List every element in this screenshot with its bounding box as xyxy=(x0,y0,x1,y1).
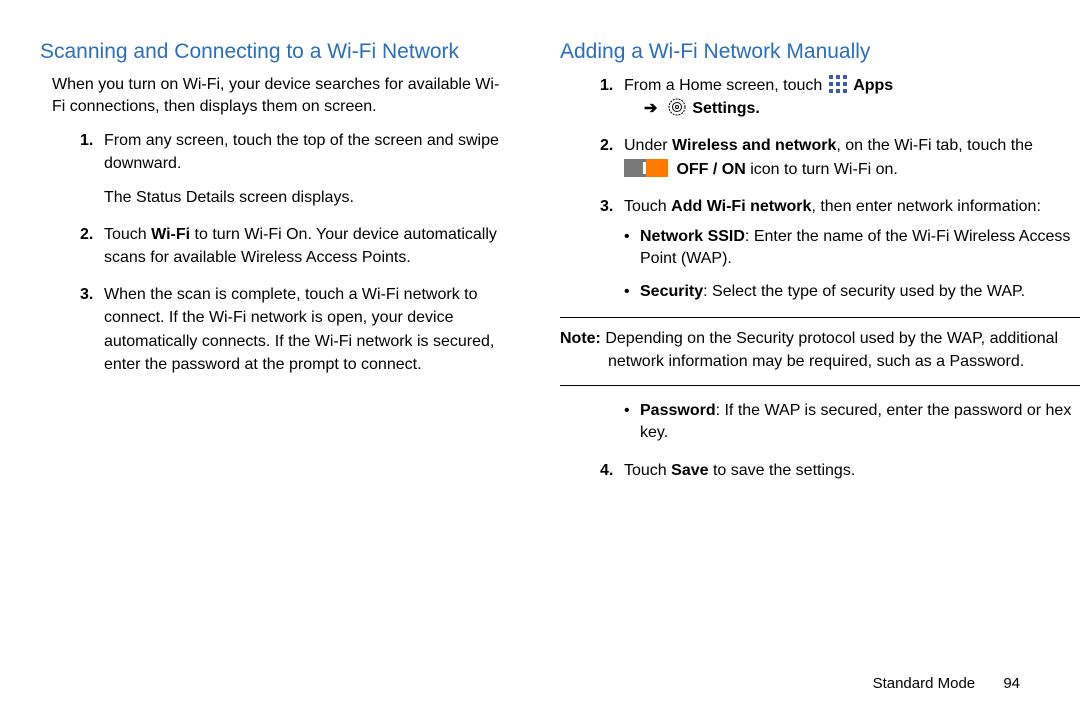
s3-add: Add Wi-Fi network xyxy=(671,198,811,215)
apps-grid-icon xyxy=(829,75,847,93)
step-number: 3. xyxy=(600,195,613,218)
left-intro: When you turn on Wi-Fi, your device sear… xyxy=(52,74,510,117)
footer-section: Standard Mode xyxy=(873,675,976,692)
s4-b: to save the settings. xyxy=(709,462,856,479)
step-subtext: The Status Details screen displays. xyxy=(104,186,510,209)
page-footer: Standard Mode 94 xyxy=(873,675,1020,692)
right-steps: 1. From a Home screen, touch xyxy=(560,74,1080,303)
right-column: Adding a Wi-Fi Network Manually 1. From … xyxy=(520,40,1080,496)
page-number: 94 xyxy=(1003,675,1020,692)
note-block: Note: Depending on the Security protocol… xyxy=(560,317,1080,386)
s1-text-a: From a Home screen, touch xyxy=(624,77,827,94)
note-label: Note: xyxy=(560,330,601,347)
bullet-ssid: Network SSID: Enter the name of the Wi-F… xyxy=(624,226,1080,271)
bullet-security: Security: Select the type of security us… xyxy=(624,281,1080,303)
step-number: 1. xyxy=(80,129,93,152)
left-step-2: 2. Touch Wi-Fi to turn Wi-Fi On. Your de… xyxy=(80,223,510,269)
b1-label: Network SSID xyxy=(640,228,745,245)
left-steps: 1. From any screen, touch the top of the… xyxy=(40,129,510,376)
s2-c: icon to turn Wi-Fi on. xyxy=(746,161,898,178)
b2-text: : Select the type of security used by th… xyxy=(703,283,1025,300)
left-step-1: 1. From any screen, touch the top of the… xyxy=(80,129,510,209)
manual-page: Scanning and Connecting to a Wi-Fi Netwo… xyxy=(0,0,1080,720)
right-steps-continued: Password: If the WAP is secured, enter t… xyxy=(560,400,1080,482)
left-column: Scanning and Connecting to a Wi-Fi Netwo… xyxy=(0,40,520,496)
b2-label: Security xyxy=(640,283,703,300)
s3-a: Touch xyxy=(624,198,671,215)
offon-label: OFF / ON xyxy=(676,161,745,178)
s3-b: , then enter network information: xyxy=(811,198,1040,215)
s4-a: Touch xyxy=(624,462,671,479)
step-number: 2. xyxy=(80,223,93,246)
bullet-password: Password: If the WAP is secured, enter t… xyxy=(624,400,1080,445)
step-number: 2. xyxy=(600,134,613,157)
right-step-3: 3. Touch Add Wi-Fi network, then enter n… xyxy=(600,195,1080,303)
s2-b: , on the Wi-Fi tab, touch the xyxy=(836,137,1033,154)
b3-label: Password xyxy=(640,402,716,419)
password-bullet-list: Password: If the WAP is secured, enter t… xyxy=(624,400,1080,445)
right-step-1: 1. From a Home screen, touch xyxy=(600,74,1080,120)
note-text: Depending on the Security protocol used … xyxy=(601,330,1058,369)
bullet-password-wrap: Password: If the WAP is secured, enter t… xyxy=(600,400,1080,445)
arrow-icon: ➔ xyxy=(644,100,657,117)
step-number: 1. xyxy=(600,74,613,97)
settings-gear-icon xyxy=(668,98,686,116)
settings-label: Settings. xyxy=(692,100,760,117)
step-number: 3. xyxy=(80,283,93,306)
step-text: From any screen, touch the top of the sc… xyxy=(104,132,499,172)
left-step-3: 3. When the scan is complete, touch a Wi… xyxy=(80,283,510,376)
step-text-a: Touch xyxy=(104,226,151,243)
right-heading: Adding a Wi-Fi Network Manually xyxy=(560,40,1080,64)
step-number: 4. xyxy=(600,459,613,482)
apps-label: Apps xyxy=(853,77,893,94)
s4-save: Save xyxy=(671,462,708,479)
left-heading: Scanning and Connecting to a Wi-Fi Netwo… xyxy=(40,40,510,64)
s2-a: Under xyxy=(624,137,672,154)
right-step-4: 4. Touch Save to save the settings. xyxy=(600,459,1080,482)
off-on-toggle-icon xyxy=(624,159,668,177)
s3-bullets: Network SSID: Enter the name of the Wi-F… xyxy=(624,226,1080,303)
s2-wn: Wireless and network xyxy=(672,137,836,154)
wifi-bold: Wi-Fi xyxy=(151,226,190,243)
right-step-2: 2. Under Wireless and network, on the Wi… xyxy=(600,134,1080,180)
two-column-layout: Scanning and Connecting to a Wi-Fi Netwo… xyxy=(0,40,1080,496)
step-text: When the scan is complete, touch a Wi-Fi… xyxy=(104,286,494,373)
